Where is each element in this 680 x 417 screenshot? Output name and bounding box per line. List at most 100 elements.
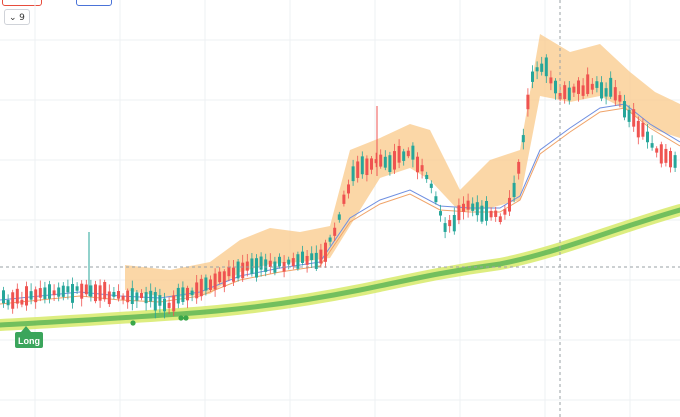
candle xyxy=(52,284,56,302)
candle xyxy=(121,293,125,305)
top-chip-right[interactable] xyxy=(76,0,112,6)
candle xyxy=(600,76,603,102)
interval-selector[interactable]: ⌄ 9 xyxy=(4,9,30,25)
candle xyxy=(2,286,5,308)
candle xyxy=(549,70,553,91)
interval-value: 9 xyxy=(19,13,25,23)
candle xyxy=(485,196,488,226)
candle xyxy=(618,91,622,108)
candle xyxy=(577,77,580,102)
candle xyxy=(232,259,235,287)
candle xyxy=(563,81,567,104)
signal-dot xyxy=(183,315,189,321)
candle xyxy=(250,252,254,277)
candle xyxy=(443,217,447,239)
candle xyxy=(379,149,383,169)
trend-line-dark xyxy=(0,207,680,328)
candle xyxy=(636,116,640,145)
candle xyxy=(98,279,102,308)
candle xyxy=(80,280,84,307)
candle xyxy=(130,280,134,311)
candle xyxy=(25,281,28,311)
candle xyxy=(535,61,539,80)
candle xyxy=(186,285,189,309)
candle xyxy=(351,159,355,186)
candle xyxy=(103,279,107,302)
candle xyxy=(508,190,511,216)
candle xyxy=(466,193,470,218)
candle xyxy=(241,254,245,282)
candle xyxy=(218,267,222,285)
candle xyxy=(29,283,33,305)
candle xyxy=(374,152,378,168)
signal-dot xyxy=(130,320,136,326)
candle xyxy=(452,207,456,235)
candle xyxy=(273,256,277,276)
candle xyxy=(291,252,295,270)
candle xyxy=(609,71,613,99)
long-signal-label[interactable]: Long xyxy=(15,326,43,348)
candle xyxy=(66,279,70,300)
candle xyxy=(278,253,281,269)
candle xyxy=(107,284,111,307)
candle xyxy=(540,56,544,76)
candle xyxy=(388,151,392,176)
candle xyxy=(264,253,268,277)
candle xyxy=(494,206,498,222)
candle xyxy=(370,156,373,175)
candle xyxy=(337,211,341,223)
candle xyxy=(650,135,654,151)
candle xyxy=(360,151,364,179)
candle xyxy=(195,274,199,304)
candle xyxy=(227,260,231,282)
candle xyxy=(632,102,636,132)
candle xyxy=(199,274,203,301)
candle xyxy=(204,274,208,296)
candle xyxy=(669,147,672,173)
candle xyxy=(627,105,631,128)
candle xyxy=(641,118,645,140)
candle xyxy=(503,205,507,220)
candle xyxy=(71,277,74,309)
signal-dot xyxy=(178,315,184,321)
candle xyxy=(84,279,88,297)
candle xyxy=(664,143,668,167)
candle xyxy=(595,76,599,93)
candle xyxy=(94,280,97,304)
candle xyxy=(365,155,369,182)
candle xyxy=(429,180,433,194)
candle xyxy=(209,275,212,293)
candle xyxy=(356,155,360,183)
long-label-box xyxy=(15,332,43,348)
signal-dots xyxy=(130,315,189,326)
candle xyxy=(167,297,171,314)
candle xyxy=(117,284,120,302)
candle xyxy=(38,280,42,302)
candle xyxy=(347,179,350,199)
candle xyxy=(342,190,346,207)
price-band xyxy=(125,34,680,298)
candle xyxy=(190,287,194,302)
top-chip-left[interactable] xyxy=(2,0,42,6)
candle xyxy=(402,148,406,166)
candle xyxy=(6,294,10,310)
candle xyxy=(531,65,534,89)
candle xyxy=(126,288,130,309)
candle xyxy=(448,215,452,233)
candle xyxy=(163,292,166,319)
candle xyxy=(333,222,337,242)
candle xyxy=(659,141,663,168)
long-label-text: Long xyxy=(18,336,40,346)
candle xyxy=(397,139,401,169)
candle xyxy=(586,67,590,97)
candle xyxy=(673,151,677,173)
candle xyxy=(406,147,410,159)
candle xyxy=(328,234,332,246)
candle xyxy=(457,198,461,225)
candle xyxy=(149,283,153,308)
candle xyxy=(75,282,79,294)
candle xyxy=(48,280,51,304)
candle xyxy=(471,197,475,217)
